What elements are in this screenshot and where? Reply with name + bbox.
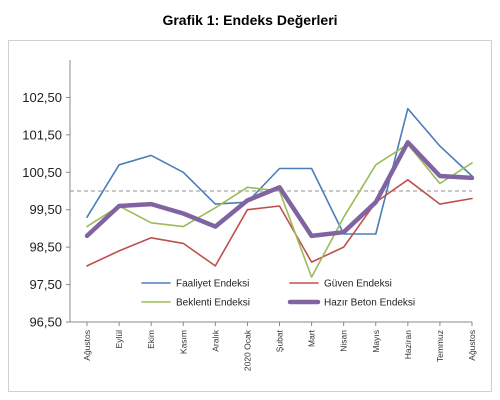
series-line-1 xyxy=(86,107,473,235)
legend-label: Faaliyet Endeksi xyxy=(176,279,249,290)
y-tick-label: 102,50 xyxy=(22,90,62,105)
x-tick-label: Ağustos xyxy=(467,330,477,361)
y-tick-label: 101,50 xyxy=(22,127,62,142)
x-tick-label: Şubat xyxy=(275,329,285,352)
series-lines xyxy=(84,107,475,278)
x-tick-label: 2020 Ocak xyxy=(242,329,252,371)
y-tick-label: 98,50 xyxy=(29,240,62,255)
x-tick-label: Eylül xyxy=(114,330,124,349)
y-tick-label: 96,50 xyxy=(29,315,62,330)
x-tick-label: Kasım xyxy=(178,330,188,354)
series-line-3 xyxy=(86,143,473,278)
series-line-2 xyxy=(86,179,473,267)
legend: Faaliyet Endeksi Güven Endeksi Beklenti En… xyxy=(141,279,415,309)
legend-label: Güven Endeksi xyxy=(324,279,392,290)
x-tick-label: Temmuz xyxy=(435,330,445,362)
x-tick-label: Ekim xyxy=(146,330,156,349)
x-tick-label: Nisan xyxy=(339,330,349,352)
axes: 96,50 97,50 98,50 99,50 100,50 101,50 102,50 Ağ… xyxy=(22,60,477,371)
y-tick-label: 100,50 xyxy=(22,165,62,180)
y-tick-label: 99,50 xyxy=(29,202,62,217)
legend-label: Hazır Beton Endeksi xyxy=(324,298,415,309)
x-tick-label: Ağustos xyxy=(82,330,92,361)
x-tick-label: Mayıs xyxy=(371,330,381,353)
y-tick-label: 97,50 xyxy=(29,277,62,292)
chart-title: Grafik 1: Endeks Değerleri xyxy=(162,12,338,28)
x-tick-label: Aralık xyxy=(210,329,220,351)
series-line-4 xyxy=(84,140,475,239)
legend-label: Beklenti Endeksi xyxy=(176,298,250,309)
x-tick-label: Mart xyxy=(307,329,317,347)
x-tick-label: Haziran xyxy=(403,330,413,360)
